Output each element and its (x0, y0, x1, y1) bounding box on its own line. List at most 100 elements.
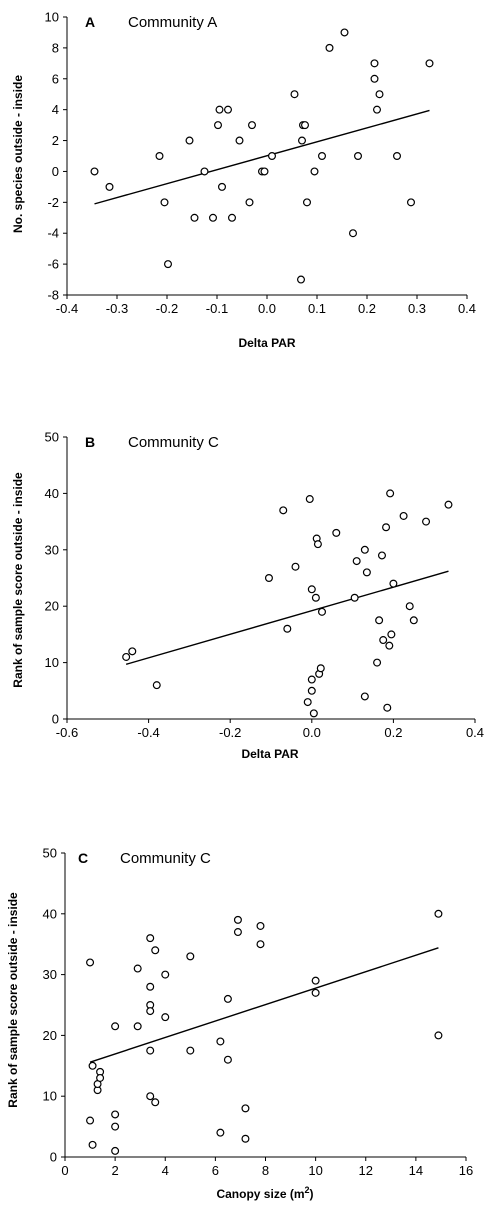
panel-c-data-point (133, 964, 142, 973)
panel-a-y-tick-label: 0 (52, 164, 59, 179)
panel-a-x-tick-label: 0.3 (408, 301, 426, 316)
panel-b-data-point (389, 579, 398, 588)
panel-a-data-point (318, 152, 327, 161)
panel-a-data-point (407, 198, 416, 207)
panel-a-data-point (370, 74, 379, 83)
panel-b-data-point (313, 540, 322, 549)
panel-c-data-point (161, 1013, 170, 1022)
panel-b-data-point (264, 573, 273, 582)
panel-b-y-axis-label: Rank of sample score outside - inside (11, 472, 25, 688)
panel-c-trend-line (89, 947, 439, 1063)
panel-a-data-point (248, 121, 257, 130)
panel-c-data-point (111, 1110, 120, 1119)
panel-b-data-point (444, 500, 453, 509)
panel-a-data-point (218, 182, 227, 191)
panel-c-data-point (133, 1022, 142, 1031)
panel-a-data-point (354, 152, 363, 161)
panel-a-data-point (370, 59, 379, 68)
panel-a-y-tick-label: 10 (45, 10, 59, 25)
panel-c-data-point (88, 1140, 97, 1149)
panel-c-x-axis-label-suffix: ) (310, 1187, 314, 1201)
panel-a-y-axis-label: No. species outside - inside (11, 75, 25, 233)
panel-c-data-point (146, 982, 155, 991)
panel-a-data-point (425, 59, 434, 68)
panel-b-data-point (382, 523, 391, 532)
panel-a-data-point (214, 121, 223, 130)
panel-a-x-tick-label: -0.4 (56, 301, 78, 316)
panel-b-data-point (352, 557, 361, 566)
panel-c-x-axis-label: Canopy size (m2) (216, 1185, 313, 1201)
panel-c-x-tick-label: 16 (459, 1163, 473, 1178)
panel-b-data-point (311, 593, 320, 602)
panel-c-x-tick-label: 2 (112, 1163, 119, 1178)
panel-b-x-tick-label: 0.4 (466, 725, 484, 740)
panel-b-title: Community C (128, 434, 219, 451)
panel-c-data-point (241, 1104, 250, 1113)
panel-a-data-point (215, 105, 224, 114)
panel-a-letter: A (85, 14, 95, 30)
panel-c-x-tick-label: 10 (308, 1163, 322, 1178)
panel-b-data-point (291, 562, 300, 571)
panel-a-data-point (375, 90, 384, 99)
panel-a-data-point (290, 90, 299, 99)
panel-a-data-point (268, 152, 277, 161)
panel-b-y-tick-label: 30 (45, 542, 59, 557)
panel-a-y-tick-label: -4 (47, 226, 59, 241)
panel-c-x-axis-label-main: Canopy size (m (216, 1187, 304, 1201)
panel-c-data-point (233, 915, 242, 924)
panel-c-data-point (256, 940, 265, 949)
panel-a-data-point (160, 198, 169, 207)
panel-b-y-tick-label: 0 (52, 712, 59, 727)
panel-b-data-point (405, 602, 414, 611)
panel-b-y-tick-label: 50 (45, 430, 59, 445)
panel-c-data-point (311, 988, 320, 997)
panel-b-data-point (318, 607, 327, 616)
panel-a-y-tick-label: -6 (47, 257, 59, 272)
panel-c: C Community C Canopy size (m2) Rank of s… (6, 846, 473, 1202)
panel-c-data-point (86, 1116, 95, 1125)
panel-a-x-tick-label: 0.2 (358, 301, 376, 316)
panel-b-x-axis-label: Delta PAR (241, 747, 298, 761)
panel-c-data-point (434, 909, 443, 918)
panel-c-x-tick-label: 12 (359, 1163, 373, 1178)
panel-a-y-tick-label: -2 (47, 195, 59, 210)
panel-b-data-point (422, 517, 431, 526)
panel-c-y-tick-label: 40 (43, 906, 57, 921)
panel-a-data-point (235, 136, 244, 145)
panel-c-x-tick-label: 14 (409, 1163, 423, 1178)
panel-c-data-point (434, 1031, 443, 1040)
panel-c-y-axis-label: Rank of sample score outside - inside (6, 892, 20, 1108)
panel-a-data-point (393, 152, 402, 161)
panel-a-data-point (301, 121, 310, 130)
panel-c-y-tick-label: 30 (43, 967, 57, 982)
panel-a-title: Community A (128, 14, 217, 31)
panel-b-data-point (373, 658, 382, 667)
panel-c-data-point (146, 1046, 155, 1055)
panel-a-y-tick-label: 6 (52, 71, 59, 86)
panel-a-data-point (164, 260, 173, 269)
panel-a-y-tick-label: -8 (47, 288, 59, 303)
panel-c-y-tick-label: 50 (43, 846, 57, 861)
panel-b-data-point (409, 616, 418, 625)
panel-b-data-point (279, 506, 288, 515)
panel-b-data-point (362, 568, 371, 577)
panel-a-y-tick-label: 8 (52, 40, 59, 55)
panel-a-data-point (209, 213, 218, 222)
panel-a-x-tick-label: -0.2 (156, 301, 178, 316)
panel-c-data-point (256, 921, 265, 930)
panel-a-y-tick-label: 4 (52, 102, 59, 117)
panel-b-data-point (316, 664, 325, 673)
panel-c-data-point (223, 994, 232, 1003)
panel-a-data-point (200, 167, 209, 176)
panel-a-data-point (297, 275, 306, 284)
panel-b-data-point (307, 675, 316, 684)
panel-a-data-point (185, 136, 194, 145)
panel-b-data-point (377, 551, 386, 560)
panel-b-letter: B (85, 434, 95, 450)
panel-c-x-tick-label: 4 (162, 1163, 169, 1178)
panel-c-data-point (186, 1046, 195, 1055)
panel-a-x-tick-label: 0.0 (258, 301, 276, 316)
panel-b-data-point (375, 616, 384, 625)
panel-b-data-point (152, 681, 161, 690)
